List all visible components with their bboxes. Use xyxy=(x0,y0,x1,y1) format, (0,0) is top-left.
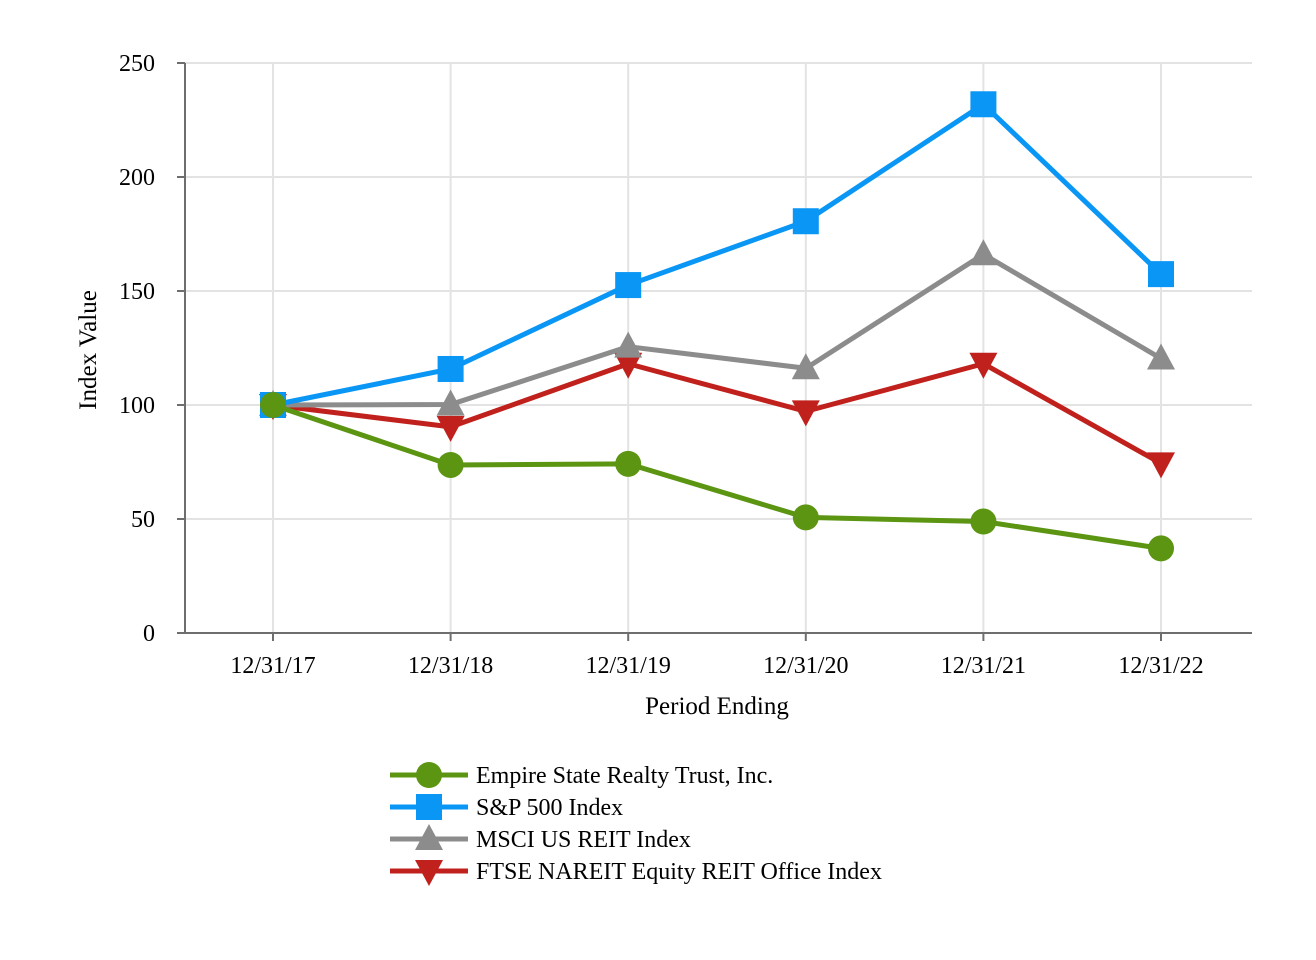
y-tick-label: 250 xyxy=(119,51,155,77)
data-point xyxy=(614,331,643,358)
series-line xyxy=(272,101,1163,408)
data-point xyxy=(970,508,997,535)
series-0 xyxy=(260,392,1174,562)
legend-item-1: S&P 500 Index xyxy=(390,794,623,821)
series-line xyxy=(272,251,1163,408)
legend-label: S&P 500 Index xyxy=(476,795,623,821)
y-tick-label: 200 xyxy=(119,165,155,191)
series-line xyxy=(272,361,1163,466)
data-point xyxy=(970,91,997,118)
x-axis-title: Period Ending xyxy=(645,693,789,720)
legend-label: Empire State Realty Trust, Inc. xyxy=(476,763,773,789)
data-point xyxy=(1148,535,1174,562)
data-point xyxy=(1148,261,1174,288)
series-1 xyxy=(260,91,1174,418)
y-tick-label: 100 xyxy=(119,393,155,419)
legend-marker xyxy=(416,794,442,820)
legend-item-3: FTSE NAREIT Equity REIT Office Index xyxy=(390,859,882,886)
data-point xyxy=(792,504,819,531)
data-point xyxy=(969,352,998,379)
x-tick-label: 12/31/22 xyxy=(1118,653,1203,679)
legend-label: MSCI US REIT Index xyxy=(476,827,691,853)
data-point xyxy=(436,389,465,416)
x-tick-label: 12/31/19 xyxy=(586,653,671,679)
x-tick-label: 12/31/17 xyxy=(230,653,315,679)
y-axis-title: Index Value xyxy=(75,290,102,410)
y-tick-label: 150 xyxy=(119,279,155,305)
data-point xyxy=(436,415,465,442)
y-tick-label: 50 xyxy=(131,507,155,533)
grid xyxy=(185,62,1252,633)
data-point xyxy=(260,392,286,418)
data-point xyxy=(969,239,998,266)
data-point xyxy=(1147,343,1175,370)
data-point xyxy=(791,400,820,427)
x-tick-label: 12/31/21 xyxy=(941,653,1026,679)
series-layer xyxy=(259,91,1175,562)
legend-marker xyxy=(415,824,443,850)
axes: 0 50 100 150 200 250 12/31/17 12/31/18 12/31/19 1… xyxy=(119,51,1252,679)
data-point xyxy=(437,451,464,478)
y-tick-label: 0 xyxy=(143,621,155,647)
data-point xyxy=(437,355,464,382)
data-point xyxy=(1147,452,1175,479)
series-3 xyxy=(259,352,1175,479)
legend-item-2: MSCI US REIT Index xyxy=(390,824,691,853)
series-line xyxy=(272,402,1162,551)
legend-marker xyxy=(416,762,442,788)
x-tick-label: 12/31/20 xyxy=(763,653,848,679)
legend-label: FTSE NAREIT Equity REIT Office Index xyxy=(476,859,882,885)
legend-item-0: Empire State Realty Trust, Inc. xyxy=(390,762,773,789)
data-point xyxy=(614,352,643,379)
legend-marker xyxy=(415,860,443,886)
data-point xyxy=(615,450,642,477)
data-point xyxy=(792,208,819,235)
legend: Empire State Realty Trust, Inc. S&P 500 I… xyxy=(390,762,882,886)
x-tick-label: 12/31/18 xyxy=(408,653,493,679)
data-point xyxy=(615,272,642,299)
data-point xyxy=(791,353,820,380)
